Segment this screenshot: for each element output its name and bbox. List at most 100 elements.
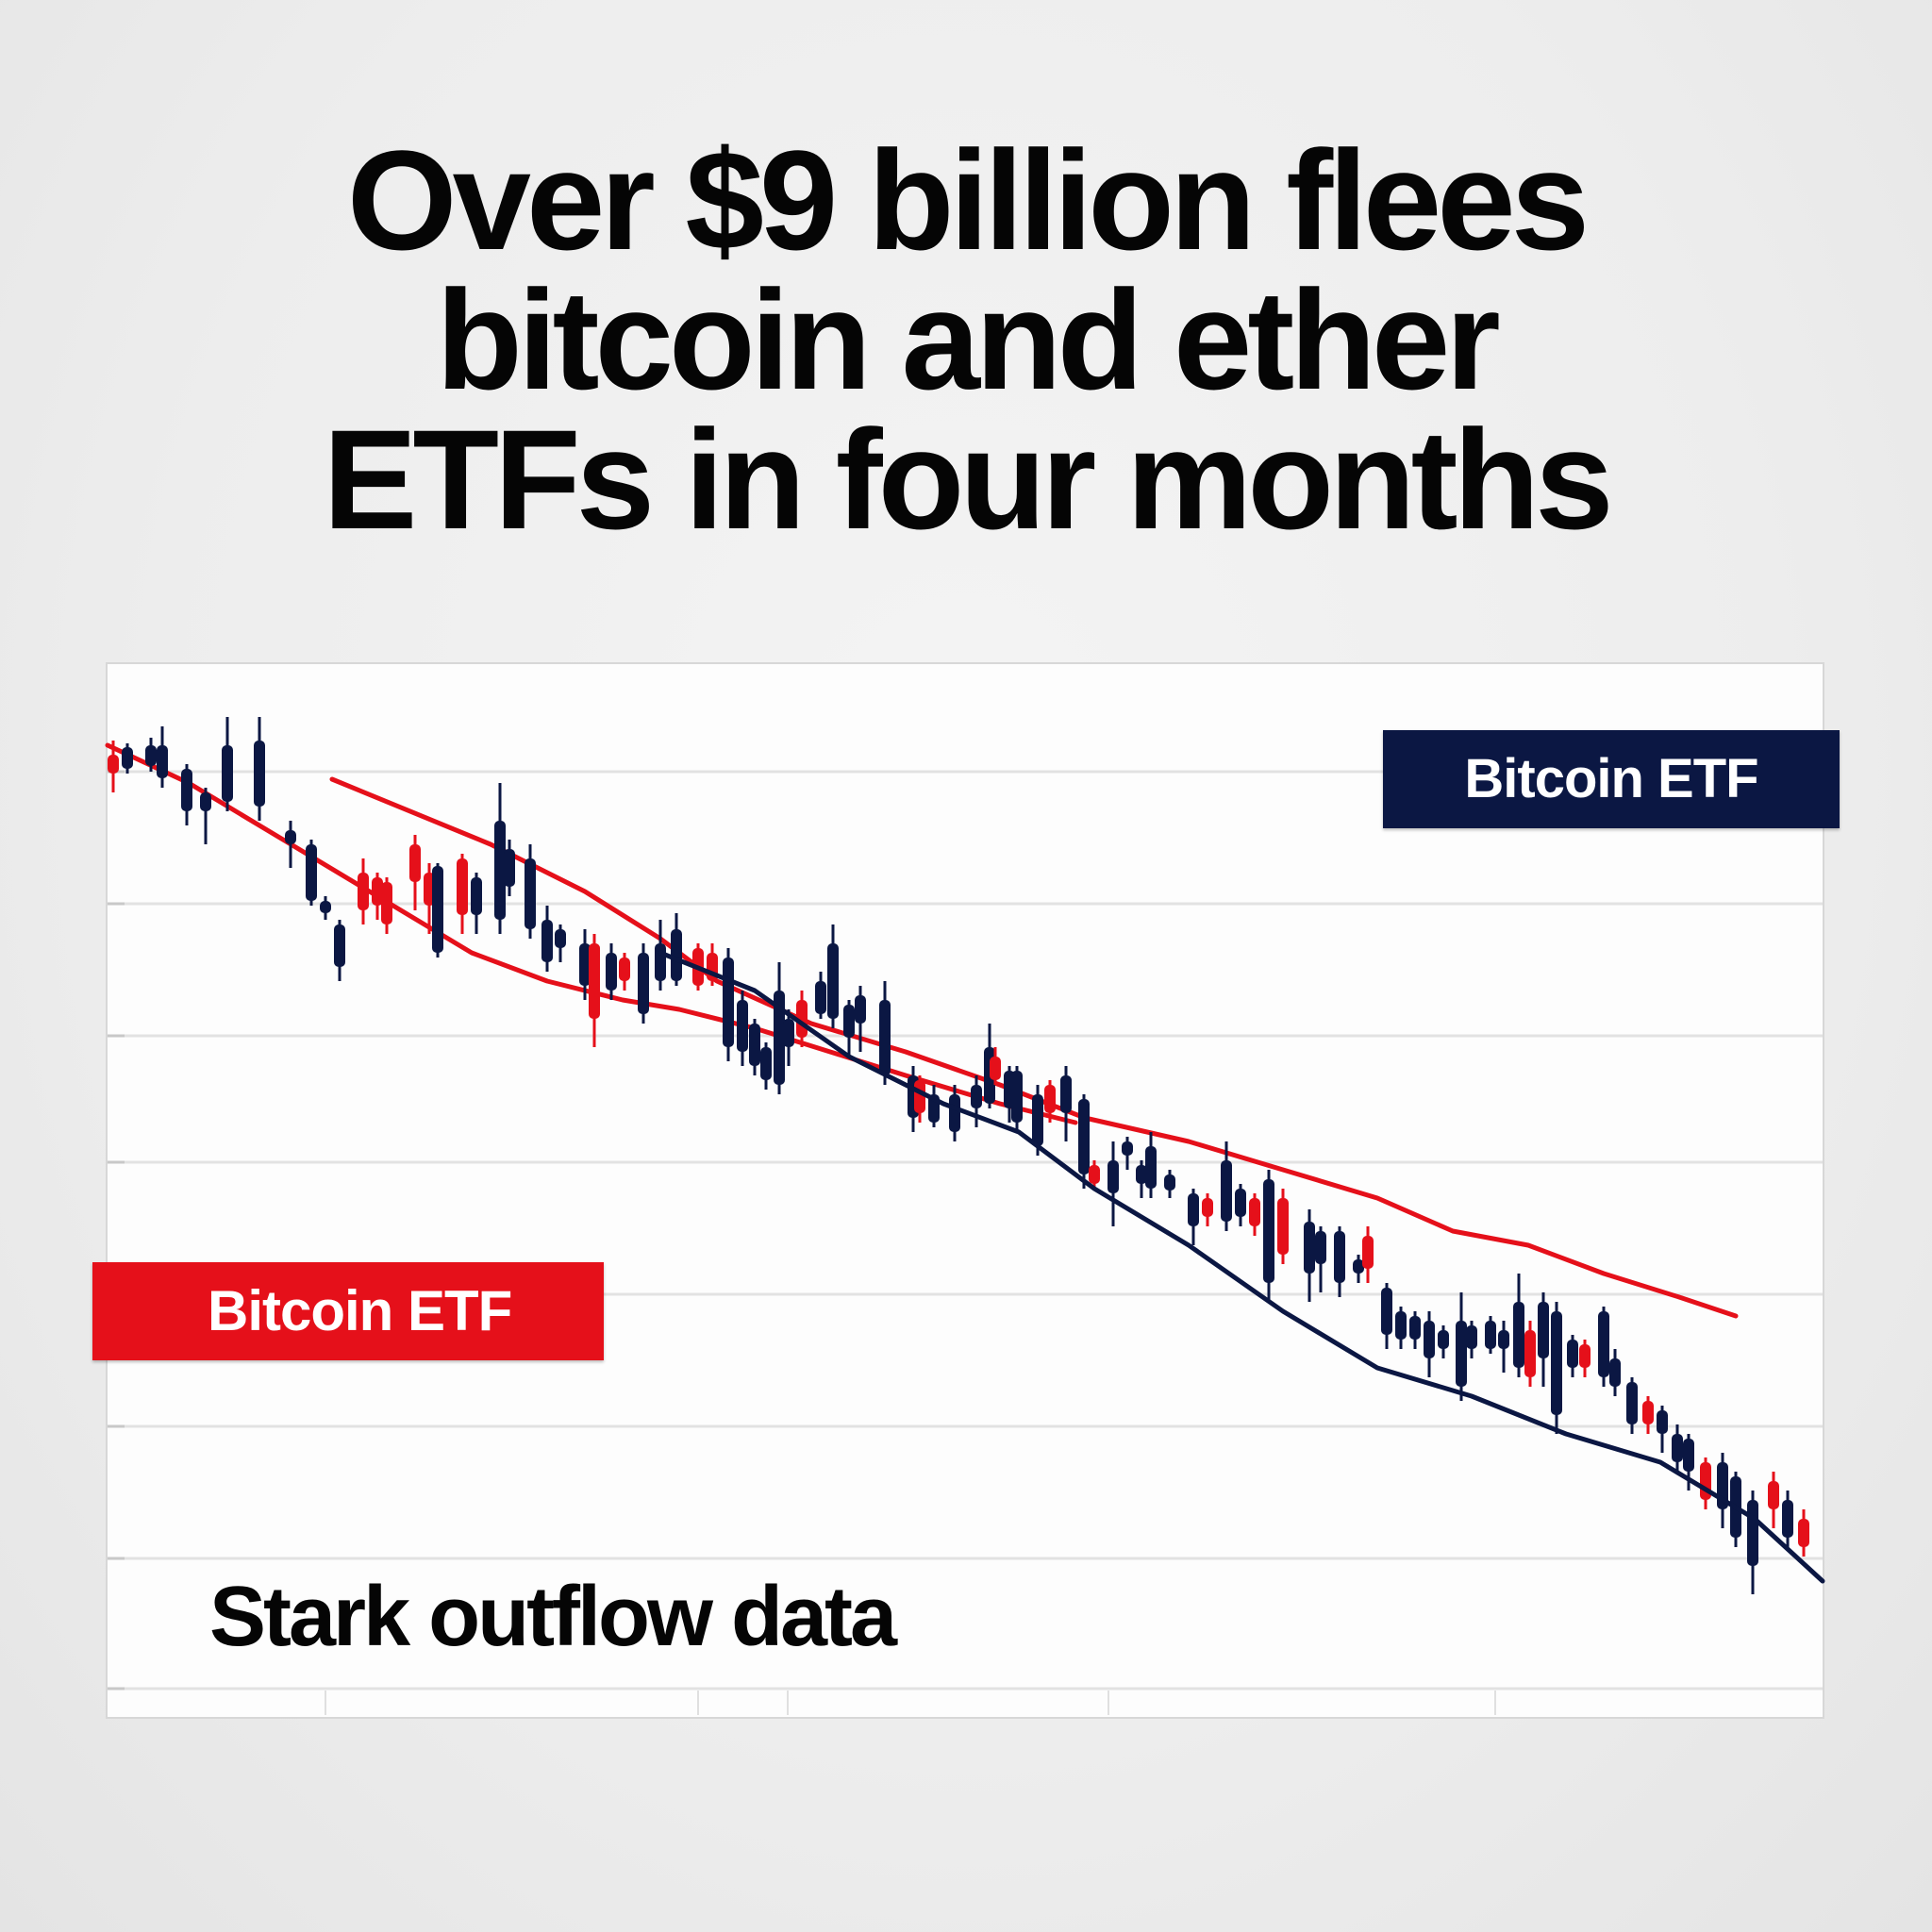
- candle: [1424, 1311, 1435, 1377]
- candle: [1657, 1406, 1668, 1453]
- candle: [320, 896, 331, 920]
- candle: [555, 924, 566, 962]
- candle: [1538, 1292, 1549, 1387]
- candle: [589, 934, 600, 1047]
- candle: [723, 948, 734, 1061]
- moving-average-lines: [105, 742, 1739, 1319]
- candle: [1768, 1472, 1779, 1528]
- candle: [971, 1075, 982, 1127]
- candle: [1524, 1321, 1536, 1387]
- candle: [1060, 1066, 1072, 1141]
- candle: [108, 741, 119, 792]
- candle: [145, 738, 157, 772]
- candle: [1044, 1080, 1056, 1123]
- candle: [1609, 1349, 1621, 1396]
- candle: [1551, 1302, 1562, 1434]
- candle: [1136, 1160, 1147, 1198]
- headline-line-3: ETFs in four months: [323, 400, 1613, 558]
- candle: [1315, 1226, 1326, 1292]
- headline: Over $9 billion flees bitcoin and ether …: [0, 121, 1932, 558]
- candle: [855, 986, 866, 1052]
- candle: [949, 1085, 960, 1141]
- candle: [1485, 1316, 1496, 1354]
- candle: [200, 788, 211, 844]
- candle: [1717, 1453, 1728, 1528]
- line-series: [329, 776, 1739, 1319]
- candle: [1409, 1311, 1421, 1349]
- candle: [1513, 1274, 1524, 1377]
- candle: [1395, 1307, 1407, 1349]
- candle: [1700, 1457, 1711, 1509]
- candle: [1381, 1283, 1392, 1349]
- candle: [1235, 1184, 1246, 1226]
- candle: [1304, 1209, 1315, 1302]
- legend-badge-red: Bitcoin ETF: [92, 1262, 604, 1360]
- candle: [1362, 1226, 1374, 1283]
- candle: [1263, 1170, 1274, 1302]
- candle: [1642, 1396, 1654, 1434]
- candle: [1202, 1193, 1213, 1226]
- candle: [1089, 1160, 1100, 1189]
- candle: [1164, 1170, 1175, 1198]
- candle: [843, 1000, 855, 1057]
- candle: [381, 877, 392, 934]
- line-series: [658, 950, 1825, 1584]
- candle: [606, 943, 617, 1000]
- chart-card: [106, 662, 1824, 1719]
- candle: [1782, 1491, 1793, 1547]
- candle: [409, 835, 421, 910]
- candle: [1188, 1189, 1199, 1245]
- candle: [1438, 1325, 1449, 1358]
- candle: [471, 873, 482, 934]
- candle: [1466, 1321, 1477, 1358]
- legend-red-label: Bitcoin ETF: [208, 1279, 512, 1342]
- candle: [504, 840, 515, 896]
- candles: [108, 717, 1809, 1594]
- candle: [619, 953, 630, 991]
- x-axis-ticks: [325, 1690, 1496, 1715]
- candle: [707, 943, 718, 986]
- headline-line-2: bitcoin and ether: [436, 260, 1500, 419]
- candle: [749, 1019, 760, 1075]
- candle: [457, 854, 468, 934]
- candle: [1277, 1189, 1289, 1264]
- candle: [306, 840, 317, 906]
- candle: [254, 717, 265, 821]
- candle: [1747, 1491, 1758, 1594]
- candle: [1249, 1193, 1260, 1236]
- candle: [1221, 1141, 1232, 1231]
- candle: [1672, 1424, 1683, 1472]
- chart-caption: Stark outflow data: [209, 1570, 897, 1664]
- candle: [1078, 1094, 1090, 1189]
- candle: [1353, 1255, 1364, 1283]
- candle: [671, 913, 682, 986]
- candle: [815, 972, 826, 1019]
- candle: [928, 1085, 940, 1127]
- candle: [1456, 1292, 1467, 1401]
- trend-line: [658, 950, 1825, 1584]
- candle: [638, 943, 649, 1024]
- candle: [181, 764, 192, 825]
- candle: [222, 717, 233, 811]
- candle: [285, 821, 296, 868]
- headline-line-1: Over $9 billion flees: [346, 121, 1590, 279]
- candle: [760, 1042, 772, 1090]
- line-series: [105, 742, 1078, 1125]
- candle: [432, 863, 443, 958]
- candle: [737, 991, 748, 1066]
- legend-navy-label: Bitcoin ETF: [1464, 748, 1758, 809]
- candle: [579, 929, 591, 1000]
- candle: [157, 726, 168, 788]
- candle: [122, 743, 133, 774]
- candle: [1598, 1307, 1609, 1387]
- candle: [1334, 1226, 1345, 1297]
- candle: [990, 1047, 1001, 1085]
- candle: [1798, 1509, 1809, 1557]
- candle: [372, 873, 383, 920]
- candle: [1498, 1321, 1509, 1373]
- candle: [1567, 1335, 1578, 1377]
- candle: [1011, 1066, 1023, 1132]
- candle: [1579, 1340, 1591, 1377]
- candle: [494, 783, 506, 934]
